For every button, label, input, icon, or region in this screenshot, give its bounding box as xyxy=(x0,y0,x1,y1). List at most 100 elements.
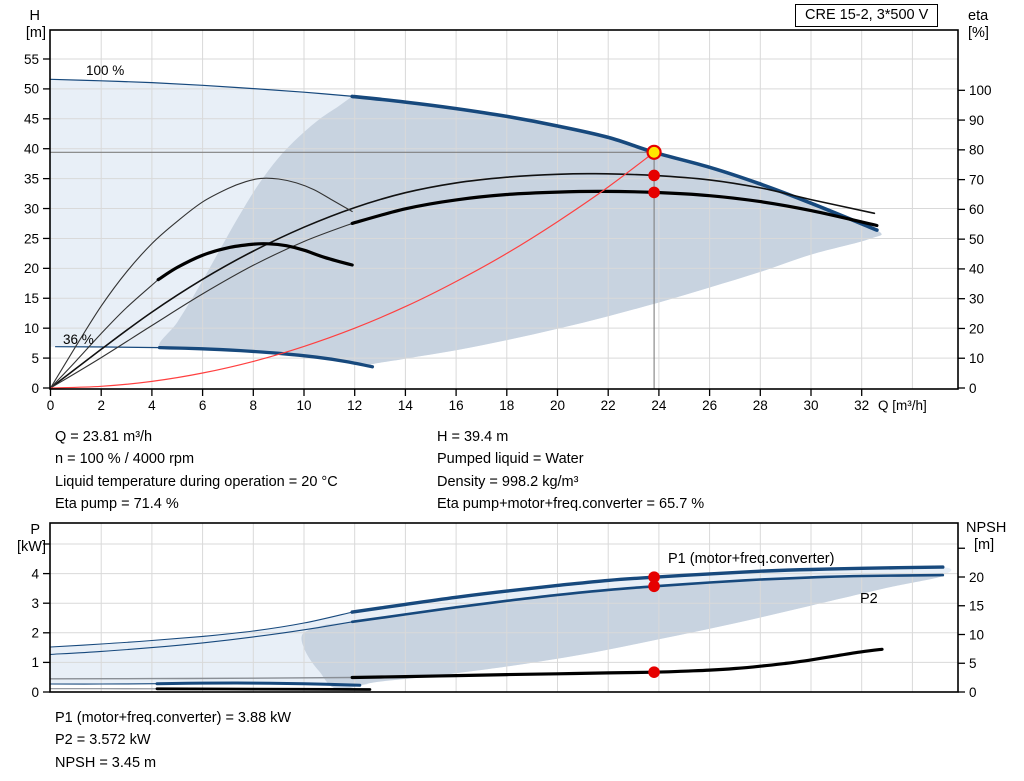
svg-text:16: 16 xyxy=(449,398,464,413)
svg-text:15: 15 xyxy=(24,291,39,306)
svg-text:0: 0 xyxy=(31,685,39,700)
eta-total-36pct-thin xyxy=(49,279,159,389)
svg-text:10: 10 xyxy=(969,351,984,366)
svg-text:10: 10 xyxy=(969,627,984,642)
svg-text:3: 3 xyxy=(31,596,39,611)
hq-36pct-thin xyxy=(55,346,161,349)
svg-text:35: 35 xyxy=(24,171,39,186)
svg-text:45: 45 xyxy=(24,112,39,127)
svg-text:18: 18 xyxy=(499,398,514,413)
npsh xyxy=(350,647,884,680)
duty-n-line: n = 100 % / 4000 rpm xyxy=(55,451,195,468)
eta-pump-100pct xyxy=(49,172,876,389)
svg-text:14: 14 xyxy=(398,398,414,413)
pump-model-badge: CRE 15-2, 3*500 V xyxy=(795,4,939,27)
hq-100pct-thin xyxy=(49,78,356,98)
duty-info-right: H = 39.4 m Pumped liquid = Water Density… xyxy=(437,426,704,515)
svg-text:10: 10 xyxy=(296,398,311,413)
envelope-allowed xyxy=(158,96,882,367)
npsh-duty-marker[interactable] xyxy=(648,666,660,678)
svg-text:20: 20 xyxy=(969,570,984,585)
hq-eta-chart-axis-title: [%] xyxy=(968,25,989,41)
npsh-value-line: NPSH = 3.45 m xyxy=(55,754,157,771)
hq-eta-chart-axis-title: H xyxy=(30,8,40,24)
svg-text:40: 40 xyxy=(969,262,984,277)
power-npsh-chart-axis-title: P xyxy=(30,522,40,538)
svg-text:50: 50 xyxy=(24,82,39,97)
duty-eta-total-line: Eta pump+motor+freq.converter = 65.7 % xyxy=(437,495,705,512)
svg-text:4: 4 xyxy=(148,398,156,413)
svg-text:0: 0 xyxy=(31,381,39,396)
eta-pump-duty-marker[interactable] xyxy=(648,169,660,182)
npsh-thin xyxy=(49,676,353,680)
p1-36pct xyxy=(155,681,362,687)
duty-temp-line: Liquid temperature during operation = 20… xyxy=(55,473,338,490)
svg-text:70: 70 xyxy=(969,172,984,187)
hq-eta-chart-axis-title: eta xyxy=(968,8,989,24)
system-curve xyxy=(49,151,655,389)
svg-text:24: 24 xyxy=(651,398,667,413)
svg-text:6: 6 xyxy=(199,398,207,413)
svg-text:8: 8 xyxy=(250,398,258,413)
eta-pump-36pct xyxy=(49,177,353,389)
duty-eta-line: Eta pump = 71.4 % xyxy=(55,495,179,512)
svg-text:0: 0 xyxy=(969,685,977,700)
svg-text:22: 22 xyxy=(601,398,616,413)
p2-100pct xyxy=(350,573,945,624)
svg-text:20: 20 xyxy=(24,261,39,276)
svg-text:25: 25 xyxy=(24,231,39,246)
svg-text:100: 100 xyxy=(969,83,992,98)
p1-duty-marker[interactable] xyxy=(648,571,660,583)
hq-eta-chart[interactable]: 0 2 4 6 8 10 12 14 16 18 20 22 24 26 28 30 32 Q [m³/h]051… xyxy=(24,8,992,413)
svg-text:4: 4 xyxy=(31,566,39,581)
svg-text:12: 12 xyxy=(347,398,362,413)
svg-text:1: 1 xyxy=(31,655,39,670)
svg-text:80: 80 xyxy=(969,143,984,158)
p2-value-line: P2 = 3.572 kW xyxy=(55,732,151,749)
svg-text:26: 26 xyxy=(702,398,717,413)
duty-point-marker[interactable] xyxy=(646,144,662,160)
p1-curve-label: P1 (motor+freq.converter) xyxy=(668,551,834,567)
eta-total-100pct-thin xyxy=(49,222,353,389)
eta-total-duty-marker[interactable] xyxy=(648,186,660,199)
power-npsh-chart-axis-title: NPSH xyxy=(966,520,1006,536)
power-npsh-chart-frame xyxy=(49,522,959,693)
power-npsh-chart[interactable]: 0 1 2 3 4 0 5 10 15 20 P[kW] NPSH[m] P1 (motor+freq.… xyxy=(17,520,1006,700)
power-npsh-chart-axis-title: [kW] xyxy=(17,539,46,555)
hq-eta-chart-ticks: 0 2 4 6 8 10 12 14 16 18 20 22 24 26 28 30 32 Q [m³/h]051… xyxy=(24,52,992,413)
svg-text:55: 55 xyxy=(24,52,39,67)
svg-text:30: 30 xyxy=(803,398,818,413)
svg-text:20: 20 xyxy=(550,398,565,413)
duty-q-line: Q = 23.81 m³/h xyxy=(55,429,153,445)
svg-text:50: 50 xyxy=(969,232,984,247)
eta-total-100pct xyxy=(350,189,879,228)
eta-total-36pct xyxy=(156,242,354,282)
svg-text:0: 0 xyxy=(969,381,977,396)
hq-eta-chart-grid xyxy=(50,30,958,389)
hq-100pct xyxy=(350,94,879,232)
svg-text:90: 90 xyxy=(969,113,984,128)
svg-text:Q [m³/h]: Q [m³/h] xyxy=(878,398,927,413)
power-npsh-chart-axis-title: [m] xyxy=(974,537,994,553)
p2-100pct-thin xyxy=(49,621,353,655)
duty-h-line-text: H = 39.4 m xyxy=(437,429,509,445)
svg-text:20: 20 xyxy=(969,321,984,336)
speed-36pct-label: 36 % xyxy=(63,332,94,347)
svg-text:30: 30 xyxy=(24,201,39,216)
power-npsh-chart-ticks: 0 1 2 3 4 0 5 10 15 20 xyxy=(31,543,984,700)
svg-text:32: 32 xyxy=(854,398,869,413)
svg-text:2: 2 xyxy=(31,626,39,641)
duty-density-line: Density = 998.2 kg/m³ xyxy=(437,473,579,490)
svg-text:5: 5 xyxy=(969,656,977,671)
svg-text:30: 30 xyxy=(969,291,984,306)
duty-liquid-line: Pumped liquid = Water xyxy=(437,451,584,468)
duty-info-left: Q = 23.81 m³/h n = 100 % / 4000 rpm Liqu… xyxy=(55,426,338,515)
speed-100pct-label: 100 % xyxy=(86,63,124,78)
hq-eta-chart-axis-title: [m] xyxy=(26,25,46,41)
svg-text:28: 28 xyxy=(753,398,768,413)
hq-36pct xyxy=(157,345,375,369)
svg-text:5: 5 xyxy=(31,351,39,366)
p2-duty-marker[interactable] xyxy=(648,580,660,593)
svg-text:10: 10 xyxy=(24,321,39,336)
